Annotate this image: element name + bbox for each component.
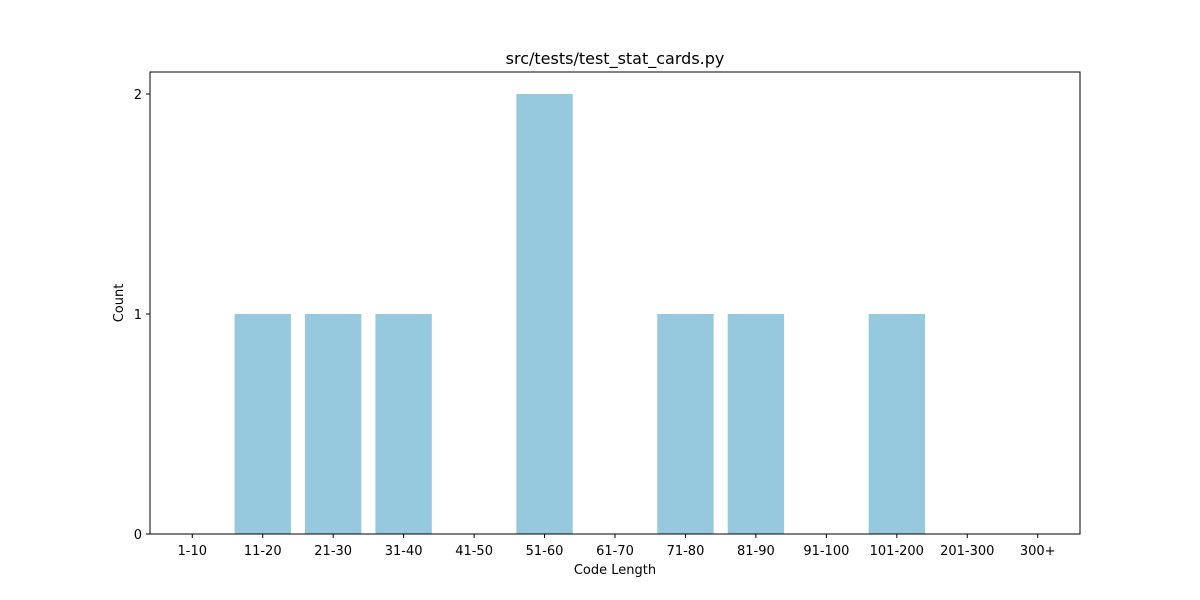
- bar-71-80: [657, 314, 714, 534]
- bar-31-40: [375, 314, 432, 534]
- y-tick-label: 2: [134, 88, 142, 103]
- chart-title: src/tests/test_stat_cards.py: [506, 49, 725, 69]
- bar-81-90: [727, 314, 785, 534]
- x-tick-label: 11-20: [244, 544, 282, 559]
- x-axis-label: Code Length: [574, 563, 656, 578]
- x-tick-label: 71-80: [667, 544, 705, 559]
- x-tick-label: 101-200: [870, 544, 924, 559]
- y-tick-label: 0: [134, 528, 142, 543]
- bar-11-20: [234, 314, 291, 534]
- bars-layer: [234, 94, 925, 534]
- y-axis-label: Count: [112, 284, 127, 323]
- bar-21-30: [305, 314, 362, 534]
- bar-51-60: [516, 94, 573, 534]
- x-tick-label: 41-50: [455, 544, 493, 559]
- x-axis: 1-10 11-20 21-30 31-40 41-50 51-60 61-70 71-80 8…: [178, 534, 1056, 559]
- x-tick-label: 91-100: [803, 544, 849, 559]
- y-axis: 0 1 2: [134, 88, 150, 543]
- x-tick-label: 31-40: [385, 544, 423, 559]
- x-tick-label: 201-300: [940, 544, 994, 559]
- x-tick-label: 81-90: [737, 544, 775, 559]
- x-tick-label: 1-10: [178, 544, 208, 559]
- y-tick-label: 1: [134, 308, 142, 323]
- bar-101-200: [868, 314, 925, 534]
- x-tick-label: 51-60: [526, 544, 564, 559]
- x-tick-label: 61-70: [596, 544, 634, 559]
- x-tick-label: 21-30: [314, 544, 352, 559]
- x-tick-label: 300+: [1020, 544, 1056, 559]
